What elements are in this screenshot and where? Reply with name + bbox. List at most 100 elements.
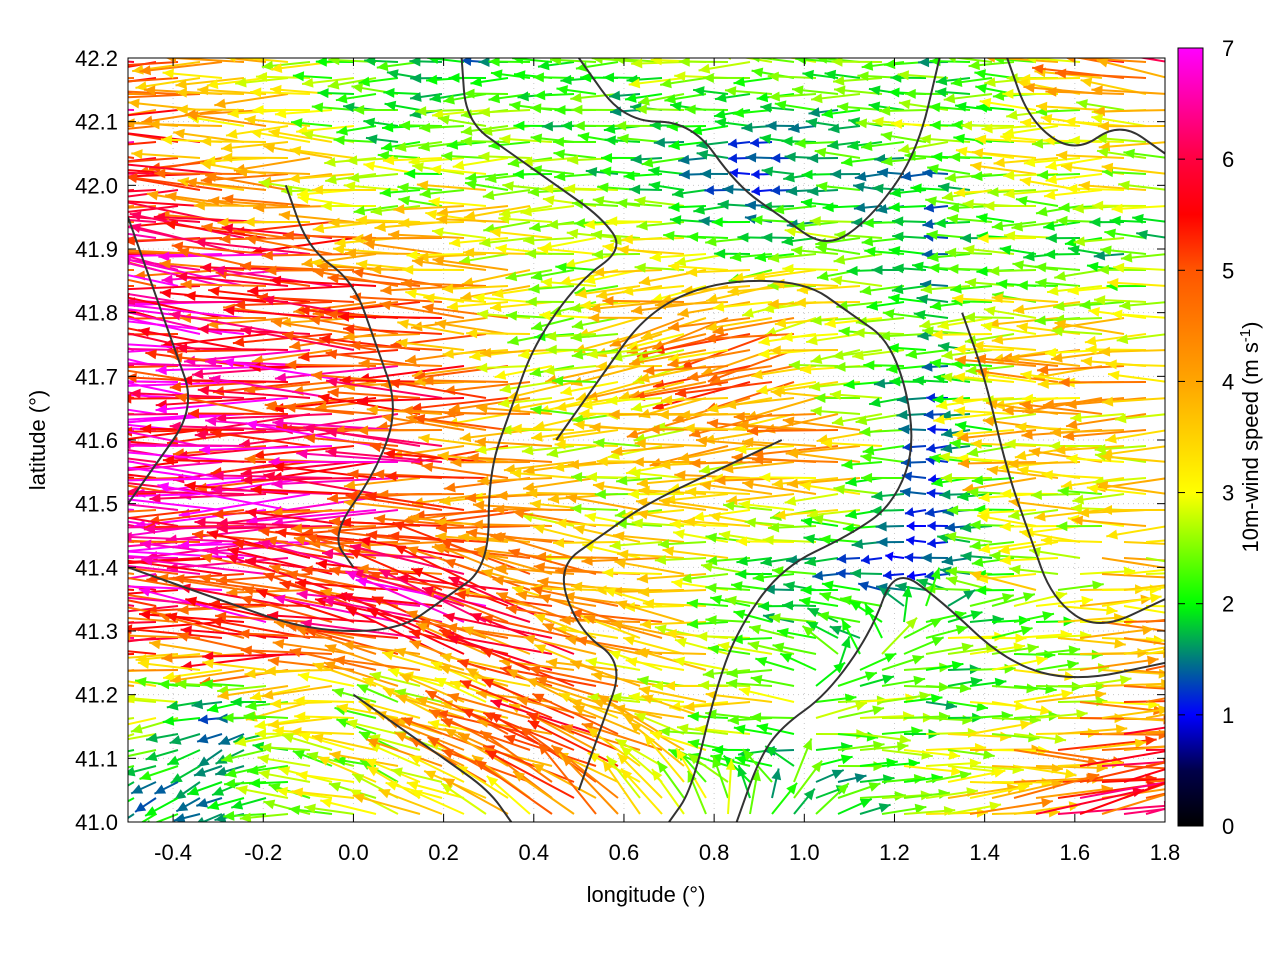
wind-vector-head	[993, 91, 1004, 101]
wind-vector-head	[51, 560, 63, 570]
wind-vector-head	[926, 393, 935, 403]
wind-vector-head	[83, 475, 94, 485]
wind-vector-head	[1076, 99, 1088, 109]
wind-vector-head	[892, 263, 903, 273]
wind-vector-head	[631, 402, 643, 412]
wind-vector-head	[385, 471, 396, 481]
wind-vector-head	[927, 521, 935, 531]
wind-vector	[31, 579, 134, 590]
wind-vector-head	[759, 472, 770, 482]
wind-vector	[279, 211, 354, 222]
wind-vector-head	[785, 496, 797, 506]
wind-vector-head	[761, 233, 772, 243]
wind-vector	[860, 453, 904, 463]
wind-vector-head	[478, 151, 489, 161]
wind-vector-head	[68, 456, 80, 466]
wind-vector	[822, 581, 860, 591]
wind-vector	[871, 506, 904, 516]
wind-vector-head	[293, 71, 304, 81]
wind-vector-head	[686, 267, 697, 277]
wind-vector-head	[26, 192, 37, 202]
wind-vector	[43, 533, 134, 543]
wind-vector-shaft	[226, 590, 310, 593]
wind-vector-head	[48, 217, 59, 227]
wind-vector-head	[687, 232, 698, 242]
wind-vector	[668, 262, 728, 272]
wind-vector-head	[1042, 470, 1053, 480]
wind-vector-head	[553, 538, 564, 548]
wind-vector	[514, 70, 552, 80]
wind-vector	[55, 343, 178, 353]
wind-vector-head	[381, 142, 393, 152]
wind-vector-head	[1072, 495, 1084, 505]
wind-vector	[905, 507, 926, 517]
wind-vector-head	[1123, 149, 1135, 159]
wind-vector	[892, 232, 926, 242]
wind-vector-head	[671, 578, 683, 588]
wind-vector	[901, 171, 926, 181]
wind-vector-head	[20, 583, 32, 593]
wind-vector-head	[1002, 89, 1013, 99]
wind-vector-head	[755, 252, 766, 262]
wind-vector-head	[364, 56, 375, 66]
wind-vector-shaft	[265, 270, 354, 271]
wind-vector-head	[20, 268, 32, 278]
wind-vector	[664, 94, 706, 104]
wind-vector	[938, 182, 970, 192]
wind-vector-head	[751, 186, 760, 196]
wind-vector-head	[906, 349, 918, 359]
wind-vector-head	[837, 554, 847, 564]
wind-vector-head	[8, 452, 19, 462]
wind-vector-head	[496, 491, 507, 501]
wind-vector-head	[810, 315, 821, 325]
wind-vector-shaft	[345, 253, 420, 254]
wind-vector-head	[930, 301, 942, 311]
wind-vector	[1000, 489, 1058, 499]
wind-vector-head	[928, 263, 939, 273]
wind-vector	[841, 157, 882, 167]
wind-vector-head	[573, 525, 585, 535]
wind-vector-head	[1101, 505, 1112, 515]
wind-vector-head	[752, 68, 764, 78]
wind-vector-head	[745, 200, 756, 210]
wind-vector-head	[1, 495, 12, 505]
wind-vector-head	[677, 308, 689, 318]
wind-vector-head	[869, 397, 881, 407]
wind-vector-head	[108, 537, 119, 547]
wind-vector-head	[1031, 490, 1042, 500]
wind-vector-head	[570, 504, 581, 514]
wind-vector	[955, 421, 992, 431]
wind-vector	[1101, 505, 1168, 515]
wind-vector	[705, 583, 750, 593]
wind-vector-head	[1004, 231, 1015, 241]
wind-vector	[537, 244, 596, 254]
wind-vector-head	[935, 218, 946, 228]
wind-vector-head	[51, 85, 63, 95]
wind-vector-head	[59, 410, 70, 420]
wind-vector-head	[785, 152, 796, 162]
wind-vector-head	[64, 612, 75, 622]
wind-vector-head	[888, 88, 899, 98]
wind-vector	[638, 587, 706, 597]
wind-vector-shaft	[1072, 520, 1146, 526]
wind-vector	[823, 202, 860, 212]
wind-vector-head	[927, 538, 936, 548]
wind-vector-head	[17, 501, 29, 511]
wind-vector	[556, 85, 596, 95]
wind-vector-head	[444, 559, 456, 568]
wind-vector	[861, 555, 882, 565]
wind-vector-shaft	[31, 584, 134, 590]
wind-vector	[1072, 494, 1124, 504]
wind-vector-head	[735, 569, 746, 579]
wind-vector-head	[955, 421, 967, 431]
wind-vector-head	[781, 136, 792, 146]
wind-vector-head	[1045, 348, 1056, 358]
wind-vector	[14, 71, 134, 94]
wind-vector-head	[814, 393, 825, 403]
wind-vector-head	[638, 587, 649, 597]
wind-vector-shaft	[338, 317, 442, 318]
wind-vector	[1051, 326, 1102, 336]
wind-vector-head	[513, 169, 524, 179]
wind-vector-head	[1017, 280, 1028, 290]
wind-vector-head	[178, 605, 189, 615]
